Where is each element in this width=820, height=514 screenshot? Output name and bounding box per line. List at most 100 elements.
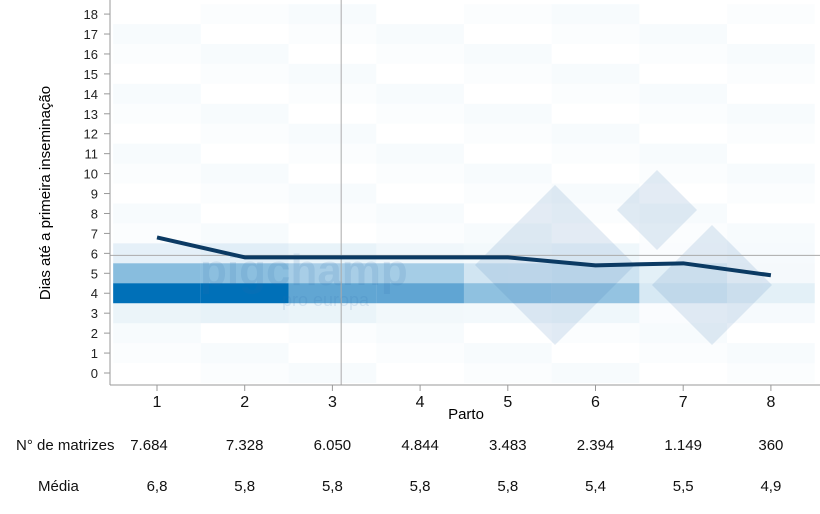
- heatmap-cell: [200, 303, 289, 324]
- heatmap-cell-faint: [289, 323, 377, 343]
- x-tick-label: 4: [416, 394, 425, 411]
- heatmap-cell-faint: [289, 24, 377, 44]
- heatmap-cell-faint: [727, 363, 815, 383]
- y-tick-label: 7: [91, 226, 98, 241]
- heatmap-cell-faint: [376, 343, 464, 363]
- heatmap-cell-faint: [727, 223, 815, 243]
- heatmap-cell-faint: [289, 203, 377, 223]
- heatmap-cell-faint: [639, 104, 727, 124]
- heatmap-cell-faint: [727, 4, 815, 24]
- series-line: [156, 235, 772, 278]
- table-cell: 6,8: [146, 478, 168, 495]
- heatmap-cell: [113, 243, 201, 264]
- table-cell: 4.844: [401, 437, 439, 454]
- heatmap-cell: [376, 283, 464, 304]
- heatmap-cell: [113, 283, 201, 304]
- heatmap-cell-faint: [113, 144, 201, 164]
- table-row-label: N° de matrizes: [16, 437, 115, 454]
- table-cell: 5,8: [234, 478, 256, 495]
- heatmap-cell-faint: [464, 104, 552, 124]
- table-cell: 6.050: [313, 437, 352, 454]
- heatmap-cell-faint: [201, 343, 289, 363]
- heatmap-cell-faint: [113, 223, 201, 243]
- heatmap-cell-faint: [201, 44, 289, 64]
- x-tick-label: 7: [679, 394, 688, 411]
- heatmap-cell: [376, 263, 464, 284]
- heatmap-cell-faint: [464, 124, 552, 144]
- heatmap-cell: [200, 263, 289, 284]
- heatmap-cell-faint: [639, 144, 727, 164]
- heatmap-cell-faint: [376, 164, 464, 184]
- y-tick-label: 10: [84, 167, 98, 182]
- table-cell: 2.394: [576, 437, 615, 454]
- x-tick-label: 6: [591, 394, 600, 411]
- x-tick-label: 5: [503, 394, 512, 411]
- heatmap-cell: [113, 303, 201, 324]
- heatmap-cell-faint: [464, 44, 552, 64]
- table-cell: 7.328: [225, 437, 264, 454]
- heatmap-cell-faint: [376, 44, 464, 64]
- heatmap-cell-faint: [552, 24, 640, 44]
- heatmap-cell: [727, 283, 815, 304]
- table-cell: 360: [758, 437, 784, 454]
- heatmap-cell-faint: [639, 343, 727, 363]
- y-tick-label: 8: [91, 206, 98, 221]
- heatmap-cell-faint: [201, 64, 289, 84]
- x-ticks: 1 2 3 4 5 6 7 8: [153, 385, 775, 411]
- y-tick-label: 9: [91, 187, 98, 202]
- heatmap-cell-faint: [289, 64, 377, 84]
- y-tick-label: 16: [84, 47, 98, 62]
- heatmap-cell-faint: [376, 84, 464, 104]
- heatmap-cell-faint: [639, 24, 727, 44]
- heatmap-cell-faint: [464, 343, 552, 363]
- heatmap-cell-faint: [464, 64, 552, 84]
- heatmap-cell-faint: [376, 144, 464, 164]
- y-tick-label: 12: [84, 127, 98, 142]
- heatmap-cell-faint: [464, 184, 552, 204]
- heatmap-cell-faint: [552, 144, 640, 164]
- heatmap-cell-faint: [201, 104, 289, 124]
- heatmap-cell-faint: [201, 124, 289, 144]
- x-tick-label: 1: [153, 394, 162, 411]
- heatmap-cell: [288, 283, 377, 304]
- heatmap-cell-faint: [552, 363, 640, 383]
- heatmap-cell-faint: [552, 124, 640, 144]
- heatmap-cell: [551, 263, 640, 284]
- x-axis-label: Parto: [448, 406, 484, 423]
- heatmap-cell-faint: [376, 104, 464, 124]
- table-cell: 5,8: [409, 478, 431, 495]
- heatmap-cell-faint: [727, 164, 815, 184]
- table-cell: 5,8: [497, 478, 519, 495]
- y-tick-label: 2: [91, 326, 98, 341]
- svg-text:pro europa: pro europa: [282, 290, 370, 310]
- heatmap-cell-faint: [201, 223, 289, 243]
- y-tick-label: 14: [84, 87, 98, 102]
- y-tick-label: 0: [91, 366, 98, 381]
- x-tick-label: 2: [240, 394, 249, 411]
- table-cell: 5,4: [585, 478, 606, 495]
- heatmap-cell-faint: [289, 4, 377, 24]
- heatmap-cell-faint: [639, 84, 727, 104]
- heatmap-cell-faint: [464, 164, 552, 184]
- heatmap-cell-faint: [113, 44, 201, 64]
- heatmap-cell: [288, 303, 377, 324]
- heatmap-cell-faint: [376, 223, 464, 243]
- chart: pigchamp pro europa 01234567891011121314…: [37, 0, 820, 423]
- heatmap-cell-faint: [552, 4, 640, 24]
- y-tick-label: 15: [84, 67, 98, 82]
- y-tick-label: 18: [84, 7, 98, 22]
- y-tick-label: 5: [91, 266, 98, 281]
- heatmap-cell-faint: [289, 84, 377, 104]
- y-tick-label: 11: [85, 147, 99, 162]
- y-tick-label: 1: [91, 346, 98, 361]
- heatmap-cell-faint: [376, 203, 464, 223]
- heatmap-cell-faint: [289, 144, 377, 164]
- heatmap-cell-faint: [727, 64, 815, 84]
- heatmap-cell-faint: [113, 323, 201, 343]
- table-cell: 5,8: [321, 478, 343, 495]
- heatmap-cell-faint: [376, 24, 464, 44]
- heatmap-cell: [113, 263, 201, 284]
- table-cell: 7.684: [130, 437, 168, 454]
- x-tick-label: 8: [766, 394, 775, 411]
